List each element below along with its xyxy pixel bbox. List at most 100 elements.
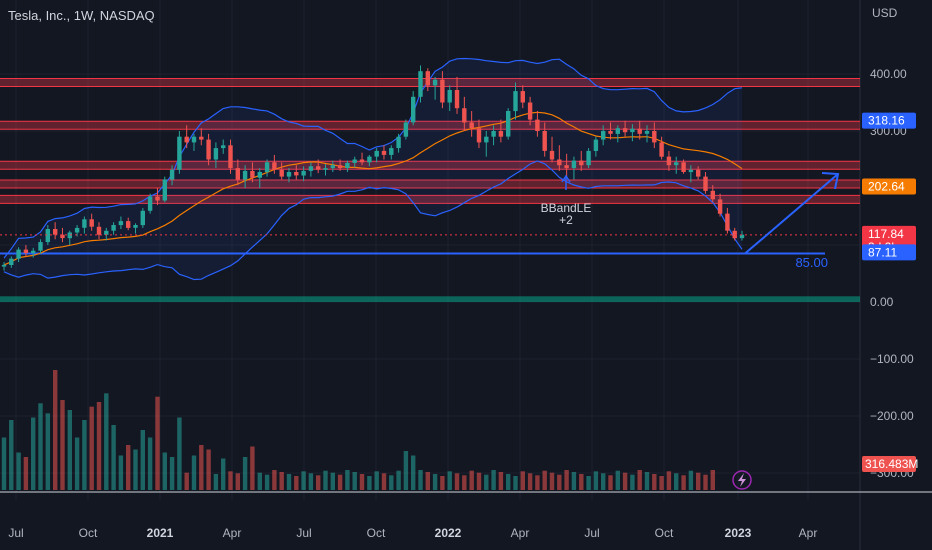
volume-bar xyxy=(352,472,357,490)
candle-body xyxy=(411,96,416,123)
candle-body xyxy=(696,169,701,177)
volume-bar xyxy=(23,457,29,490)
candle-body xyxy=(184,136,189,143)
price-tag-label: 318.16 xyxy=(868,114,905,128)
candle-body xyxy=(498,131,504,137)
candle-body xyxy=(571,160,577,168)
candle-body xyxy=(118,221,124,226)
volume-bar xyxy=(652,474,657,490)
price-tag xyxy=(862,178,916,195)
volume-bar xyxy=(286,474,292,490)
candle-body xyxy=(155,196,160,201)
y-tick-label: −200.00 xyxy=(870,409,914,423)
volume-bar xyxy=(608,475,613,490)
volume-tag-label: 316.483M xyxy=(865,457,918,471)
volume-bar xyxy=(221,458,226,490)
candle-body xyxy=(615,128,620,134)
volume-bar xyxy=(513,476,518,490)
volume-bar xyxy=(323,470,328,490)
candle-body xyxy=(601,131,606,140)
volume-bar xyxy=(330,472,335,490)
x-tick-label: Jul xyxy=(296,526,311,540)
candle-body xyxy=(16,249,21,259)
candle-body xyxy=(316,166,321,170)
volume-bar xyxy=(316,475,321,490)
candle-body xyxy=(294,172,299,176)
candle-body xyxy=(717,199,723,214)
chart-title: Tesla, Inc., 1W, NASDAQ xyxy=(8,8,155,23)
volume-bar xyxy=(162,452,167,490)
bollinger-fill xyxy=(4,58,742,280)
volume-bar xyxy=(454,473,460,490)
candle-body xyxy=(206,139,211,160)
candle-body xyxy=(462,108,467,123)
candle-body xyxy=(491,131,496,137)
candle-body xyxy=(432,79,438,86)
volume-bar xyxy=(579,474,584,490)
x-tick-label: Apr xyxy=(511,526,530,540)
candle-body xyxy=(74,227,80,233)
projection-arrow-line xyxy=(744,173,839,255)
volume-bar xyxy=(184,472,189,490)
volume-bar xyxy=(389,475,394,490)
volume-bar xyxy=(630,474,635,490)
volume-bar xyxy=(674,473,679,490)
volume-bar xyxy=(206,449,211,490)
volume-bar xyxy=(688,470,694,490)
candle-body xyxy=(191,136,197,143)
candle-body xyxy=(9,258,14,265)
price-tag-label: 87.11 xyxy=(868,245,897,259)
candle-body xyxy=(279,169,284,177)
volume-bar xyxy=(191,455,197,490)
candle-body xyxy=(286,172,292,177)
x-tick-label: Jul xyxy=(8,526,23,540)
annotation-label: BBandLE xyxy=(541,201,592,215)
candle-body xyxy=(126,221,131,228)
candle-body xyxy=(82,219,87,228)
candle-body xyxy=(389,148,394,155)
candle-body xyxy=(367,156,372,163)
level-zone xyxy=(0,180,860,189)
volume-bar xyxy=(308,473,314,490)
candle-body xyxy=(89,219,94,227)
lightning-icon xyxy=(732,470,752,490)
volume-bar xyxy=(374,471,379,490)
candle-body xyxy=(359,159,365,163)
candle-body xyxy=(608,131,613,134)
level-zone xyxy=(0,121,860,130)
volume-bar xyxy=(16,452,21,490)
candle-body xyxy=(169,169,175,180)
volume-bar xyxy=(447,471,452,490)
candle-body xyxy=(396,136,401,149)
candle-body xyxy=(469,122,474,129)
volume-bar xyxy=(681,475,686,490)
candle-body xyxy=(235,168,240,180)
candle-body xyxy=(688,169,694,173)
candle-body xyxy=(739,234,745,239)
candle-body xyxy=(53,229,58,235)
volume-bar xyxy=(45,413,50,490)
volume-bar xyxy=(104,393,109,490)
volume-bar xyxy=(257,472,262,490)
candle-body xyxy=(674,162,679,166)
volume-bar xyxy=(396,470,401,490)
volume-bar xyxy=(250,446,255,490)
volume-bar xyxy=(462,475,467,490)
x-tick-label: 2023 xyxy=(725,526,752,540)
candle-body xyxy=(330,165,335,169)
candle-body xyxy=(447,90,452,103)
candle-body xyxy=(440,79,445,103)
candle-body xyxy=(242,170,248,180)
candle-body xyxy=(579,160,584,166)
volume-bar xyxy=(294,476,299,490)
volume-bar xyxy=(666,471,672,490)
volume-bar xyxy=(637,470,642,490)
candle-body xyxy=(549,150,555,160)
candle-body xyxy=(352,159,357,163)
level-zone xyxy=(0,195,860,204)
volume-bar xyxy=(147,437,153,490)
volume-bar xyxy=(228,471,233,490)
volume-bar xyxy=(527,473,533,490)
